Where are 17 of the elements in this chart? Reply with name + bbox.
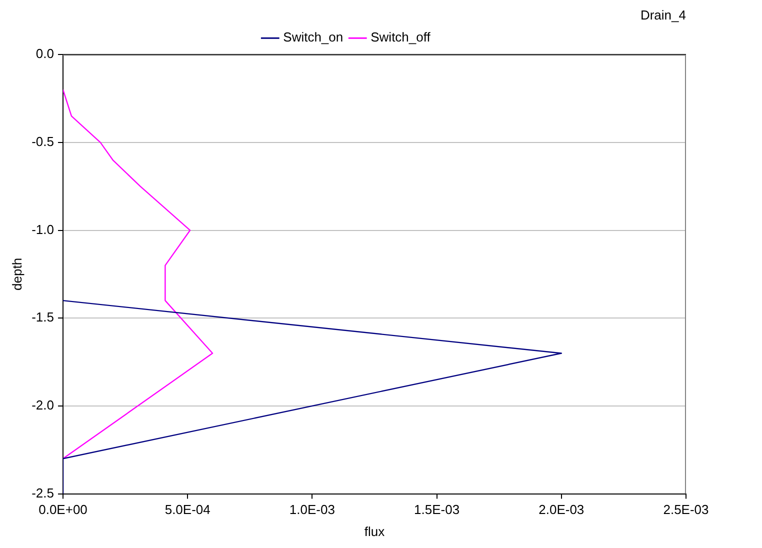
chart-title: Drain_4 [640, 7, 686, 22]
x-tick-label: 1.0E-03 [289, 502, 335, 518]
x-tick-label: 1.5E-03 [414, 502, 460, 518]
y-tick-label: 0.0 [36, 46, 54, 62]
y-tick-label: -1.0 [32, 222, 54, 237]
x-tick-label: 0.0E+00 [38, 502, 88, 518]
y-tick-label: -0.5 [32, 134, 54, 150]
x-tick-label: 5.0E-04 [164, 502, 210, 518]
y-tick-label: -2.5 [32, 485, 54, 500]
y-tick-label: -1.5 [32, 310, 54, 325]
legend-label: Switch_off [370, 30, 431, 45]
x-tick-label: 2.0E-03 [538, 502, 584, 518]
x-axis-title: flux [364, 524, 386, 539]
y-axis-title: depth [9, 258, 24, 290]
legend-label: Switch_on [283, 30, 344, 45]
y-tick-label: -2.0 [32, 398, 54, 413]
x-tick-label: 2.5E-03 [663, 502, 709, 518]
